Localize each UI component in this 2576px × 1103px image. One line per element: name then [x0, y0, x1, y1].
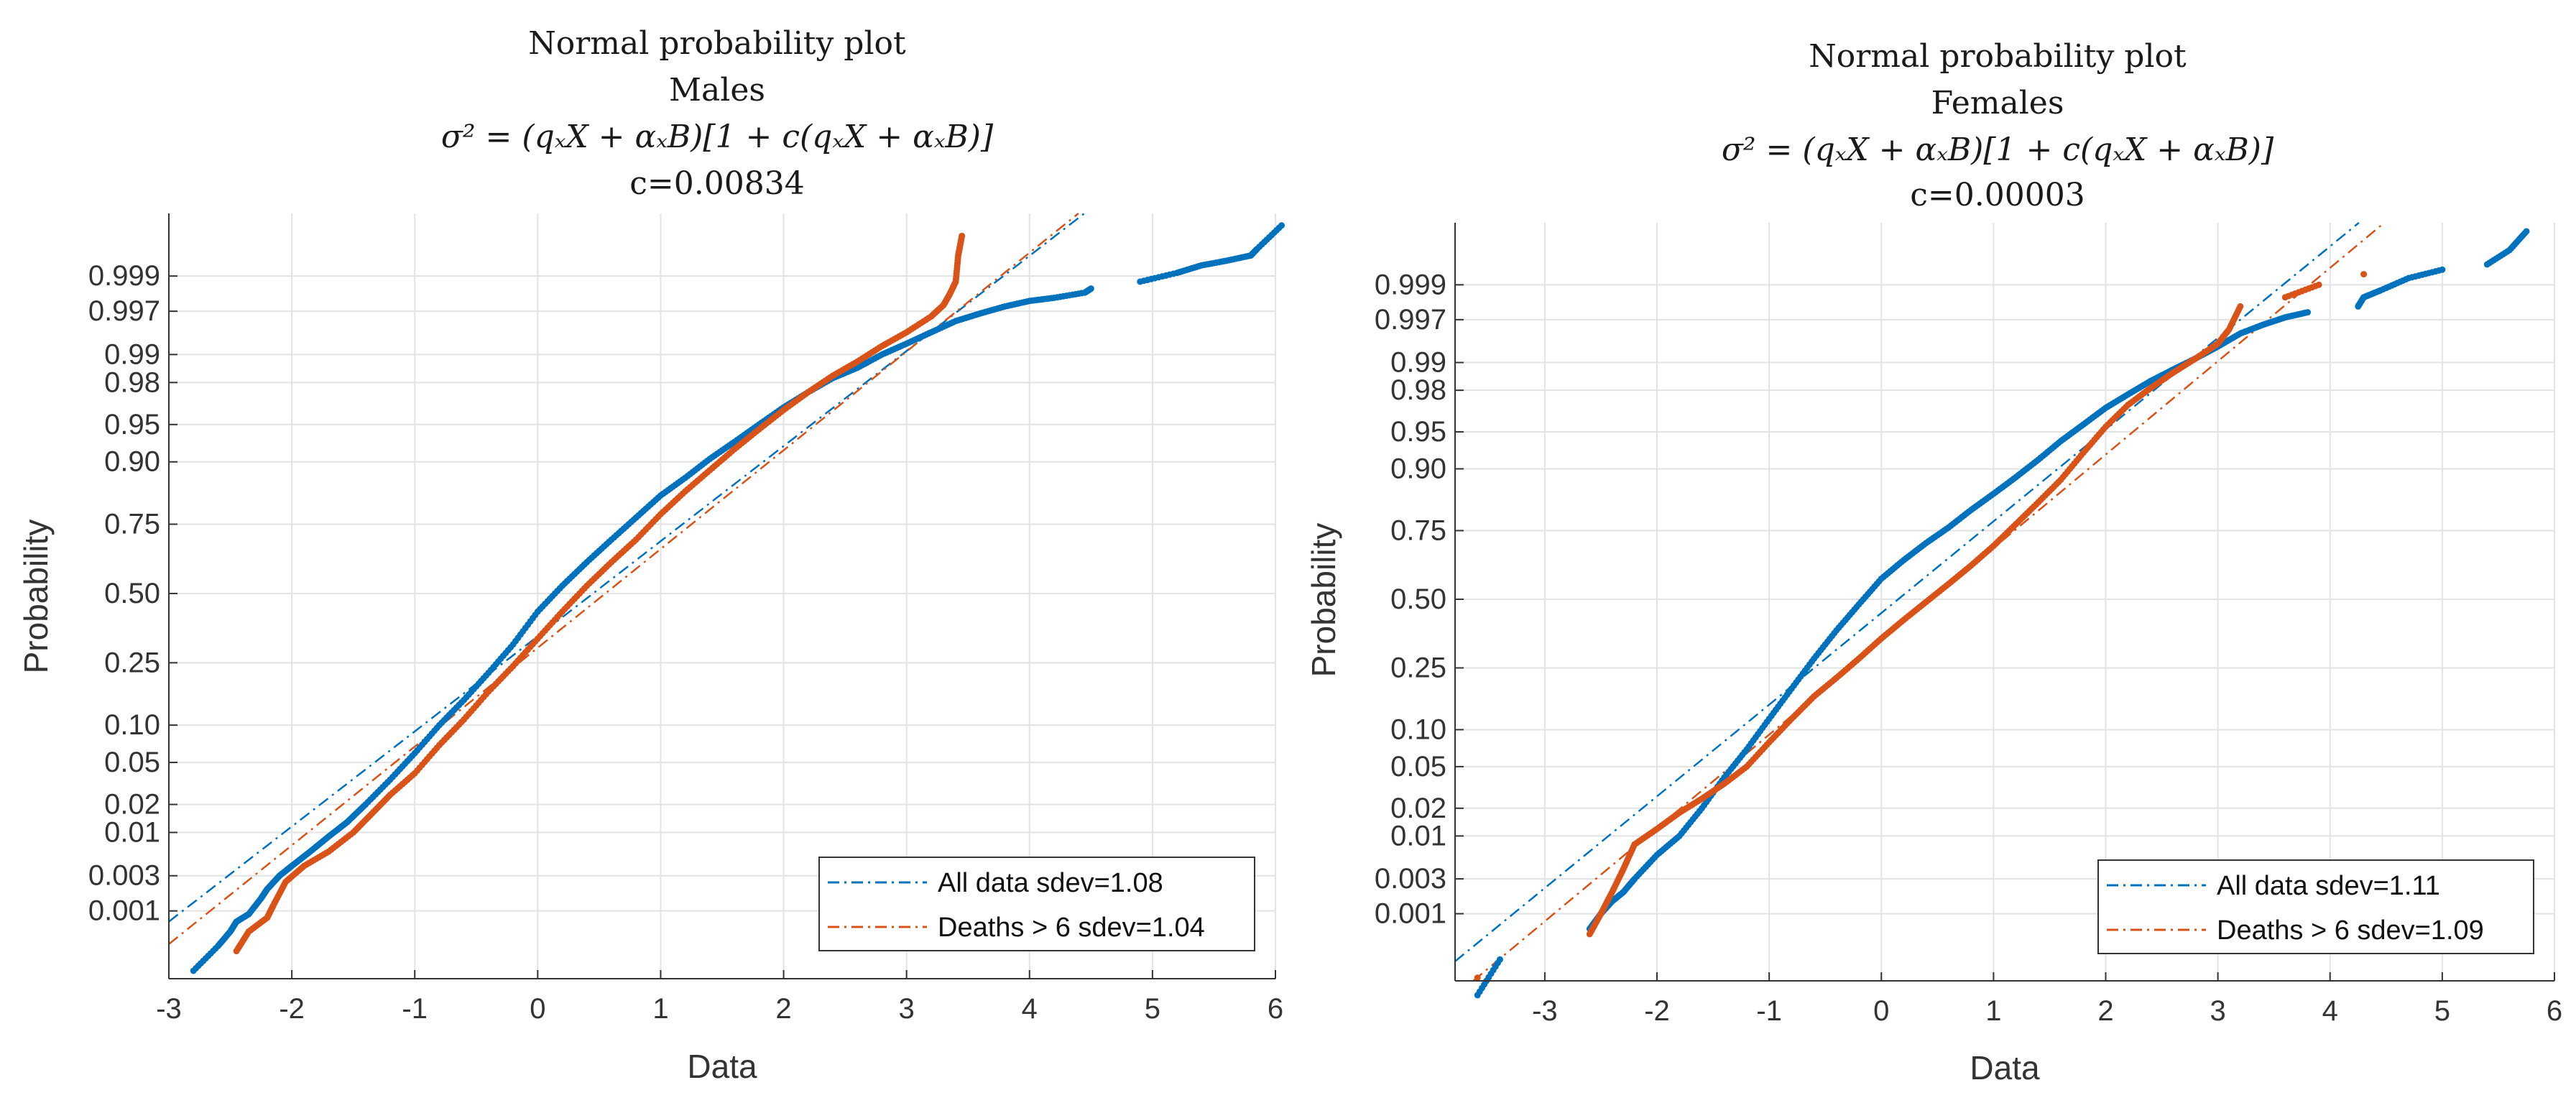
data-points — [190, 222, 1285, 974]
legend: All data sdev=1.08 Deaths > 6 sdev=1.04 — [818, 857, 1255, 951]
x-tick-label: 2 — [775, 993, 791, 1025]
y-tick-label: 0.25 — [104, 647, 160, 678]
title-constant: c=0.00834 — [629, 165, 804, 202]
data-point-series-0 — [1496, 956, 1503, 963]
fit-line-series-1 — [1472, 222, 2385, 982]
x-tick-label: 4 — [2322, 995, 2338, 1027]
x-tick-label: 0 — [530, 993, 545, 1025]
plot-area — [169, 213, 1275, 979]
y-tick-label: 0.003 — [1375, 863, 1446, 895]
x-tick-label: 3 — [899, 993, 915, 1025]
y-tick-label: 0.90 — [1390, 453, 1446, 484]
title-formula: σ² = (qₓX + αₓB)[1 + c(qₓX + αₓB)] — [1722, 131, 2274, 168]
y-tick-label: 0.01 — [104, 816, 160, 848]
data-points — [1474, 228, 2530, 999]
y-axis-label: Probability — [1305, 523, 1342, 678]
y-tick-label: 0.999 — [1375, 269, 1446, 300]
x-tick-label: -3 — [156, 993, 182, 1025]
title-constant: c=0.00003 — [1910, 177, 2085, 213]
y-tick-label: 0.10 — [1390, 714, 1446, 745]
x-tick-label: -3 — [1532, 995, 1558, 1027]
y-tick-label: 0.50 — [104, 578, 160, 609]
legend-label-deaths: Deaths > 6 sdev=1.04 — [938, 913, 1205, 943]
data-point-series-0 — [1087, 285, 1094, 292]
grid — [1455, 223, 2555, 981]
fit-line-series-0 — [168, 213, 1085, 923]
y-tick-label: 0.98 — [104, 366, 160, 398]
y-tick-label: 0.75 — [1390, 514, 1446, 546]
x-tick-label: -2 — [1644, 995, 1670, 1027]
fit-lines — [1454, 222, 2385, 982]
x-tick-label: 1 — [652, 993, 668, 1025]
x-tick-label: 4 — [1022, 993, 1038, 1025]
legend: All data sdev=1.11 Deaths > 6 sdev=1.09 — [2097, 859, 2534, 954]
legend-box — [2097, 859, 2534, 954]
data-point-series-1 — [1474, 974, 1481, 982]
data-point-series-1 — [2360, 271, 2368, 278]
y-tick-label: 0.02 — [1390, 793, 1446, 824]
legend-box — [818, 857, 1255, 951]
fit-line-series-0 — [1454, 222, 2360, 962]
data-point-series-1 — [959, 232, 966, 239]
y-tick-label: 0.997 — [88, 295, 160, 327]
y-tick-label: 0.75 — [104, 509, 160, 540]
x-tick-labels: -3 -2 -1 0 1 2 3 4 5 6 — [156, 970, 1283, 1025]
y-tick-label: 0.99 — [1390, 347, 1446, 379]
y-tick-label: 0.25 — [1390, 652, 1446, 683]
males-plot-panel: Normal probability plot Males σ² = (qₓX … — [17, 25, 1285, 1085]
females-plot-panel: Normal probability plot Females σ² = (qₓ… — [1305, 38, 2562, 1086]
title-formula: σ² = (qₓX + αₓB)[1 + c(qₓX + αₓB)] — [441, 119, 994, 155]
y-tick-label: 0.05 — [104, 747, 160, 778]
y-axis-label: Probability — [17, 520, 55, 674]
x-tick-label: -1 — [402, 993, 428, 1025]
x-tick-labels: -3 -2 -1 0 1 2 3 4 5 6 — [1532, 972, 2562, 1027]
data-point-series-0 — [2304, 309, 2312, 316]
legend-label-all-data: All data sdev=1.11 — [2217, 871, 2440, 901]
x-tick-label: 1 — [1985, 995, 2001, 1027]
x-axis-label: Data — [1970, 1049, 2040, 1086]
x-tick-label: -1 — [1756, 995, 1782, 1027]
data-point-series-0 — [1278, 222, 1285, 229]
data-point-series-1 — [2237, 303, 2244, 310]
title-line-2: Females — [1931, 85, 2064, 121]
y-tick-label: 0.99 — [104, 338, 160, 370]
x-tick-label: 6 — [2547, 995, 2562, 1027]
y-tick-label: 0.98 — [1390, 374, 1446, 406]
x-tick-label: 2 — [2097, 995, 2113, 1027]
legend-label-all-data: All data sdev=1.08 — [938, 868, 1163, 898]
title-line-2: Males — [669, 72, 765, 109]
y-tick-label: 0.003 — [88, 860, 160, 892]
y-tick-label: 0.10 — [104, 709, 160, 741]
x-tick-label: 5 — [1145, 993, 1160, 1025]
y-tick-label: 0.90 — [104, 446, 160, 478]
x-tick-label: 5 — [2434, 995, 2450, 1027]
title-line-1: Normal probability plot — [528, 25, 906, 62]
y-tick-label: 0.50 — [1390, 583, 1446, 615]
x-tick-label: -2 — [279, 993, 305, 1025]
y-tick-label: 0.95 — [104, 409, 160, 440]
legend-label-deaths: Deaths > 6 sdev=1.09 — [2217, 915, 2484, 946]
title-line-1: Normal probability plot — [1809, 38, 2187, 75]
y-tick-label: 0.02 — [104, 789, 160, 821]
y-tick-label: 0.95 — [1390, 416, 1446, 448]
y-tick-label: 0.001 — [88, 895, 160, 927]
data-point-series-0 — [2439, 266, 2446, 273]
x-tick-label: 3 — [2210, 995, 2226, 1027]
y-tick-label: 0.01 — [1390, 820, 1446, 852]
data-point-series-1 — [2315, 281, 2322, 288]
x-axis-label: Data — [687, 1048, 757, 1085]
x-tick-label: 6 — [1268, 993, 1283, 1025]
y-tick-label: 0.999 — [88, 260, 160, 292]
y-tick-label: 0.001 — [1375, 898, 1446, 930]
x-tick-label: 0 — [1873, 995, 1889, 1027]
y-tick-label: 0.997 — [1375, 304, 1446, 336]
plot-area — [1455, 223, 2554, 981]
y-tick-label: 0.05 — [1390, 751, 1446, 783]
data-point-series-0 — [2523, 228, 2530, 235]
